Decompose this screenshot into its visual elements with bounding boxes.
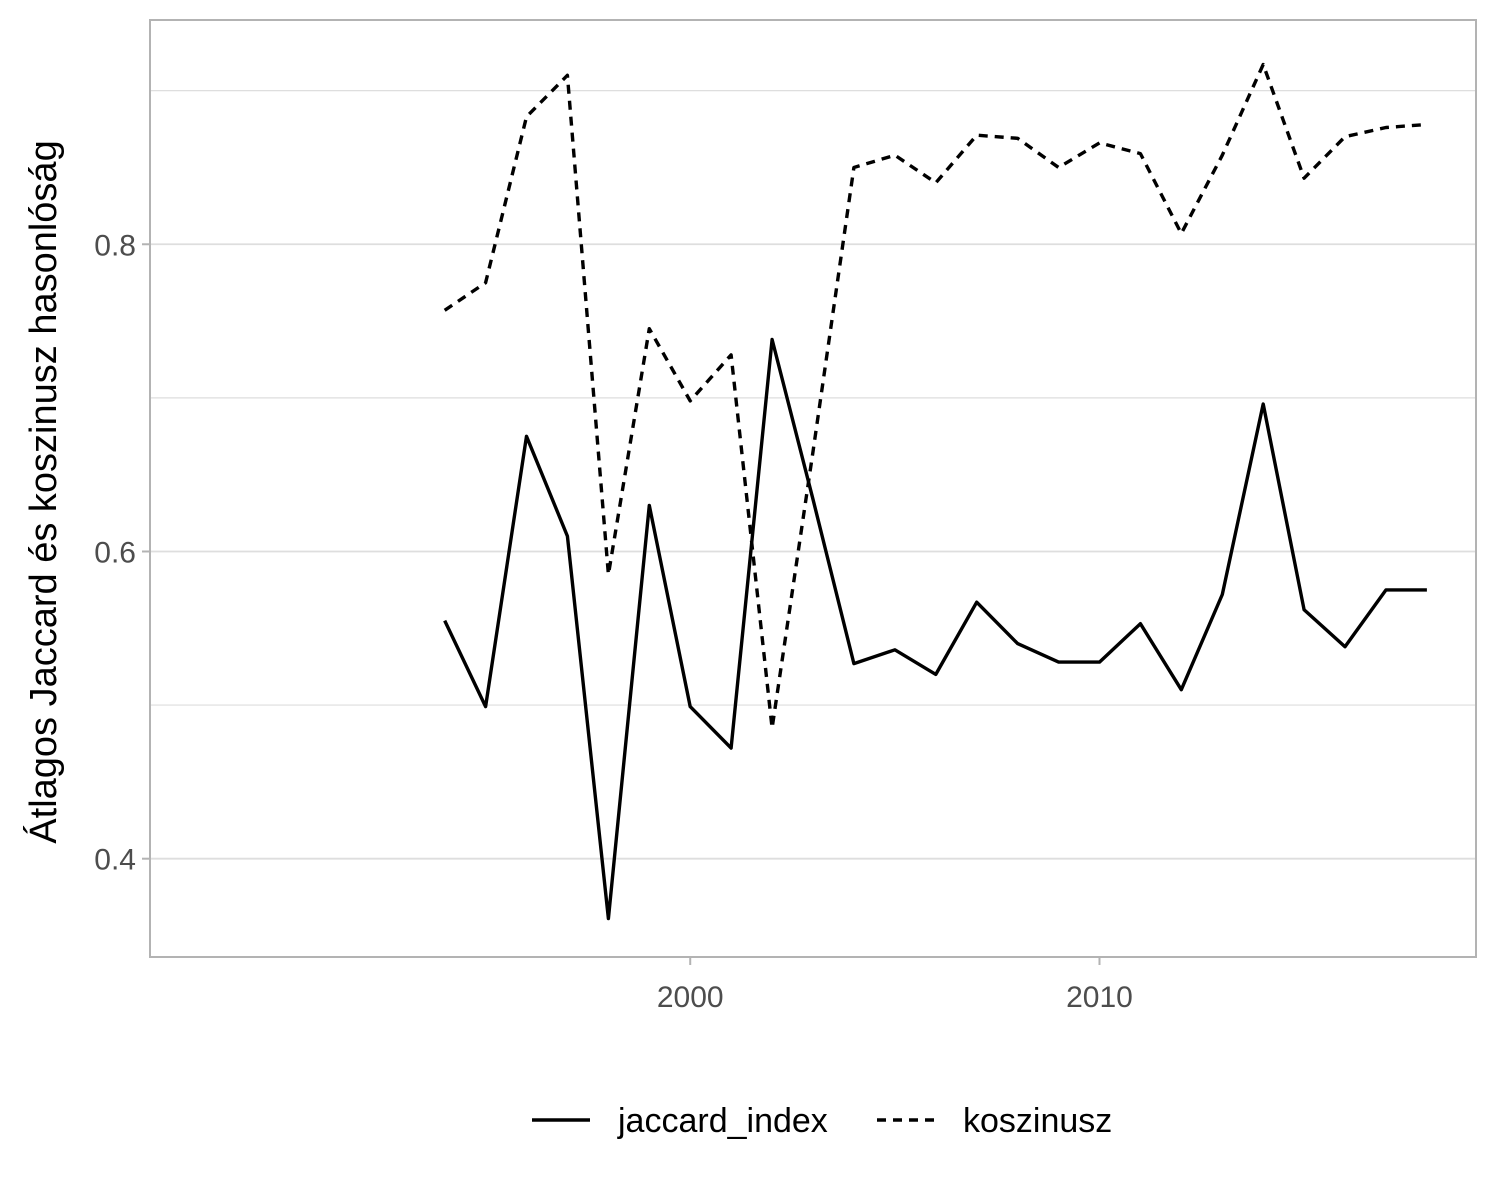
x-tick-label: 2010	[1066, 981, 1133, 1014]
series-layer	[443, 62, 1428, 921]
y-tick-label: 0.6	[94, 536, 136, 569]
series-line-koszinusz	[443, 62, 1428, 730]
panel-border	[149, 19, 1477, 958]
series-line-jaccard_index	[443, 337, 1427, 921]
y-tick-label: 0.4	[94, 844, 136, 877]
legend: jaccard_index koszinusz	[532, 1102, 1112, 1140]
legend-label-koszinusz: koszinusz	[963, 1102, 1112, 1140]
x-tick-label: 2000	[657, 981, 724, 1014]
legend-label-jaccard_index: jaccard_index	[617, 1102, 828, 1140]
y-tick-label: 0.8	[94, 229, 136, 262]
axes: 0.4 0.6 0.8 2000 2010	[94, 229, 1133, 1014]
grid	[150, 90, 1476, 860]
y-axis-title: Átlagos Jaccard és koszinusz hasonlóság	[22, 140, 65, 843]
